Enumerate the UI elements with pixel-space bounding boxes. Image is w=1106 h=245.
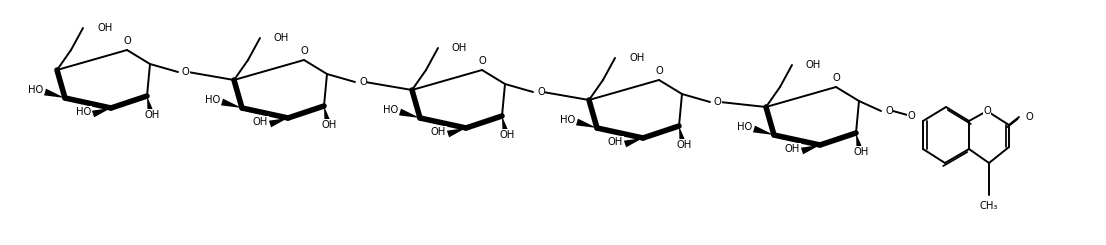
Text: HO: HO — [75, 107, 91, 117]
Polygon shape — [324, 106, 332, 125]
Text: OH: OH — [854, 147, 868, 157]
Text: O: O — [359, 77, 367, 87]
Text: OH: OH — [430, 127, 446, 137]
Text: OH: OH — [677, 140, 691, 150]
Text: OH: OH — [500, 130, 514, 140]
Text: OH: OH — [97, 23, 112, 33]
Text: HO: HO — [560, 115, 575, 125]
Text: O: O — [714, 97, 722, 107]
Polygon shape — [221, 99, 242, 108]
Text: O: O — [300, 46, 307, 56]
Text: O: O — [983, 106, 991, 116]
Polygon shape — [624, 138, 643, 147]
Text: OH: OH — [322, 120, 336, 130]
Polygon shape — [502, 116, 510, 135]
Polygon shape — [92, 108, 111, 117]
Text: O: O — [1025, 112, 1033, 122]
Text: O: O — [123, 36, 131, 46]
Polygon shape — [856, 133, 864, 152]
Text: O: O — [885, 106, 893, 116]
Text: O: O — [538, 87, 545, 97]
Text: O: O — [655, 66, 662, 76]
Polygon shape — [753, 126, 774, 135]
Polygon shape — [399, 109, 420, 118]
Text: OH: OH — [785, 144, 800, 154]
Text: O: O — [182, 67, 190, 77]
Polygon shape — [679, 126, 687, 145]
Text: HO: HO — [28, 85, 43, 95]
Text: OH: OH — [452, 43, 467, 53]
Text: OH: OH — [608, 137, 623, 147]
Polygon shape — [147, 96, 155, 115]
Polygon shape — [44, 89, 65, 98]
Polygon shape — [269, 118, 288, 127]
Text: O: O — [832, 73, 839, 83]
Text: O: O — [478, 56, 486, 66]
Text: CH₃: CH₃ — [980, 201, 999, 211]
Text: OH: OH — [253, 117, 268, 127]
Text: HO: HO — [205, 95, 220, 105]
Text: OH: OH — [806, 60, 822, 70]
Text: HO: HO — [383, 105, 398, 115]
Text: OH: OH — [274, 33, 290, 43]
Text: OH: OH — [629, 53, 645, 63]
Text: OH: OH — [145, 110, 159, 120]
Text: HO: HO — [737, 122, 752, 132]
Polygon shape — [447, 128, 466, 137]
Polygon shape — [576, 119, 597, 128]
Text: O: O — [907, 111, 915, 121]
Polygon shape — [801, 145, 820, 154]
